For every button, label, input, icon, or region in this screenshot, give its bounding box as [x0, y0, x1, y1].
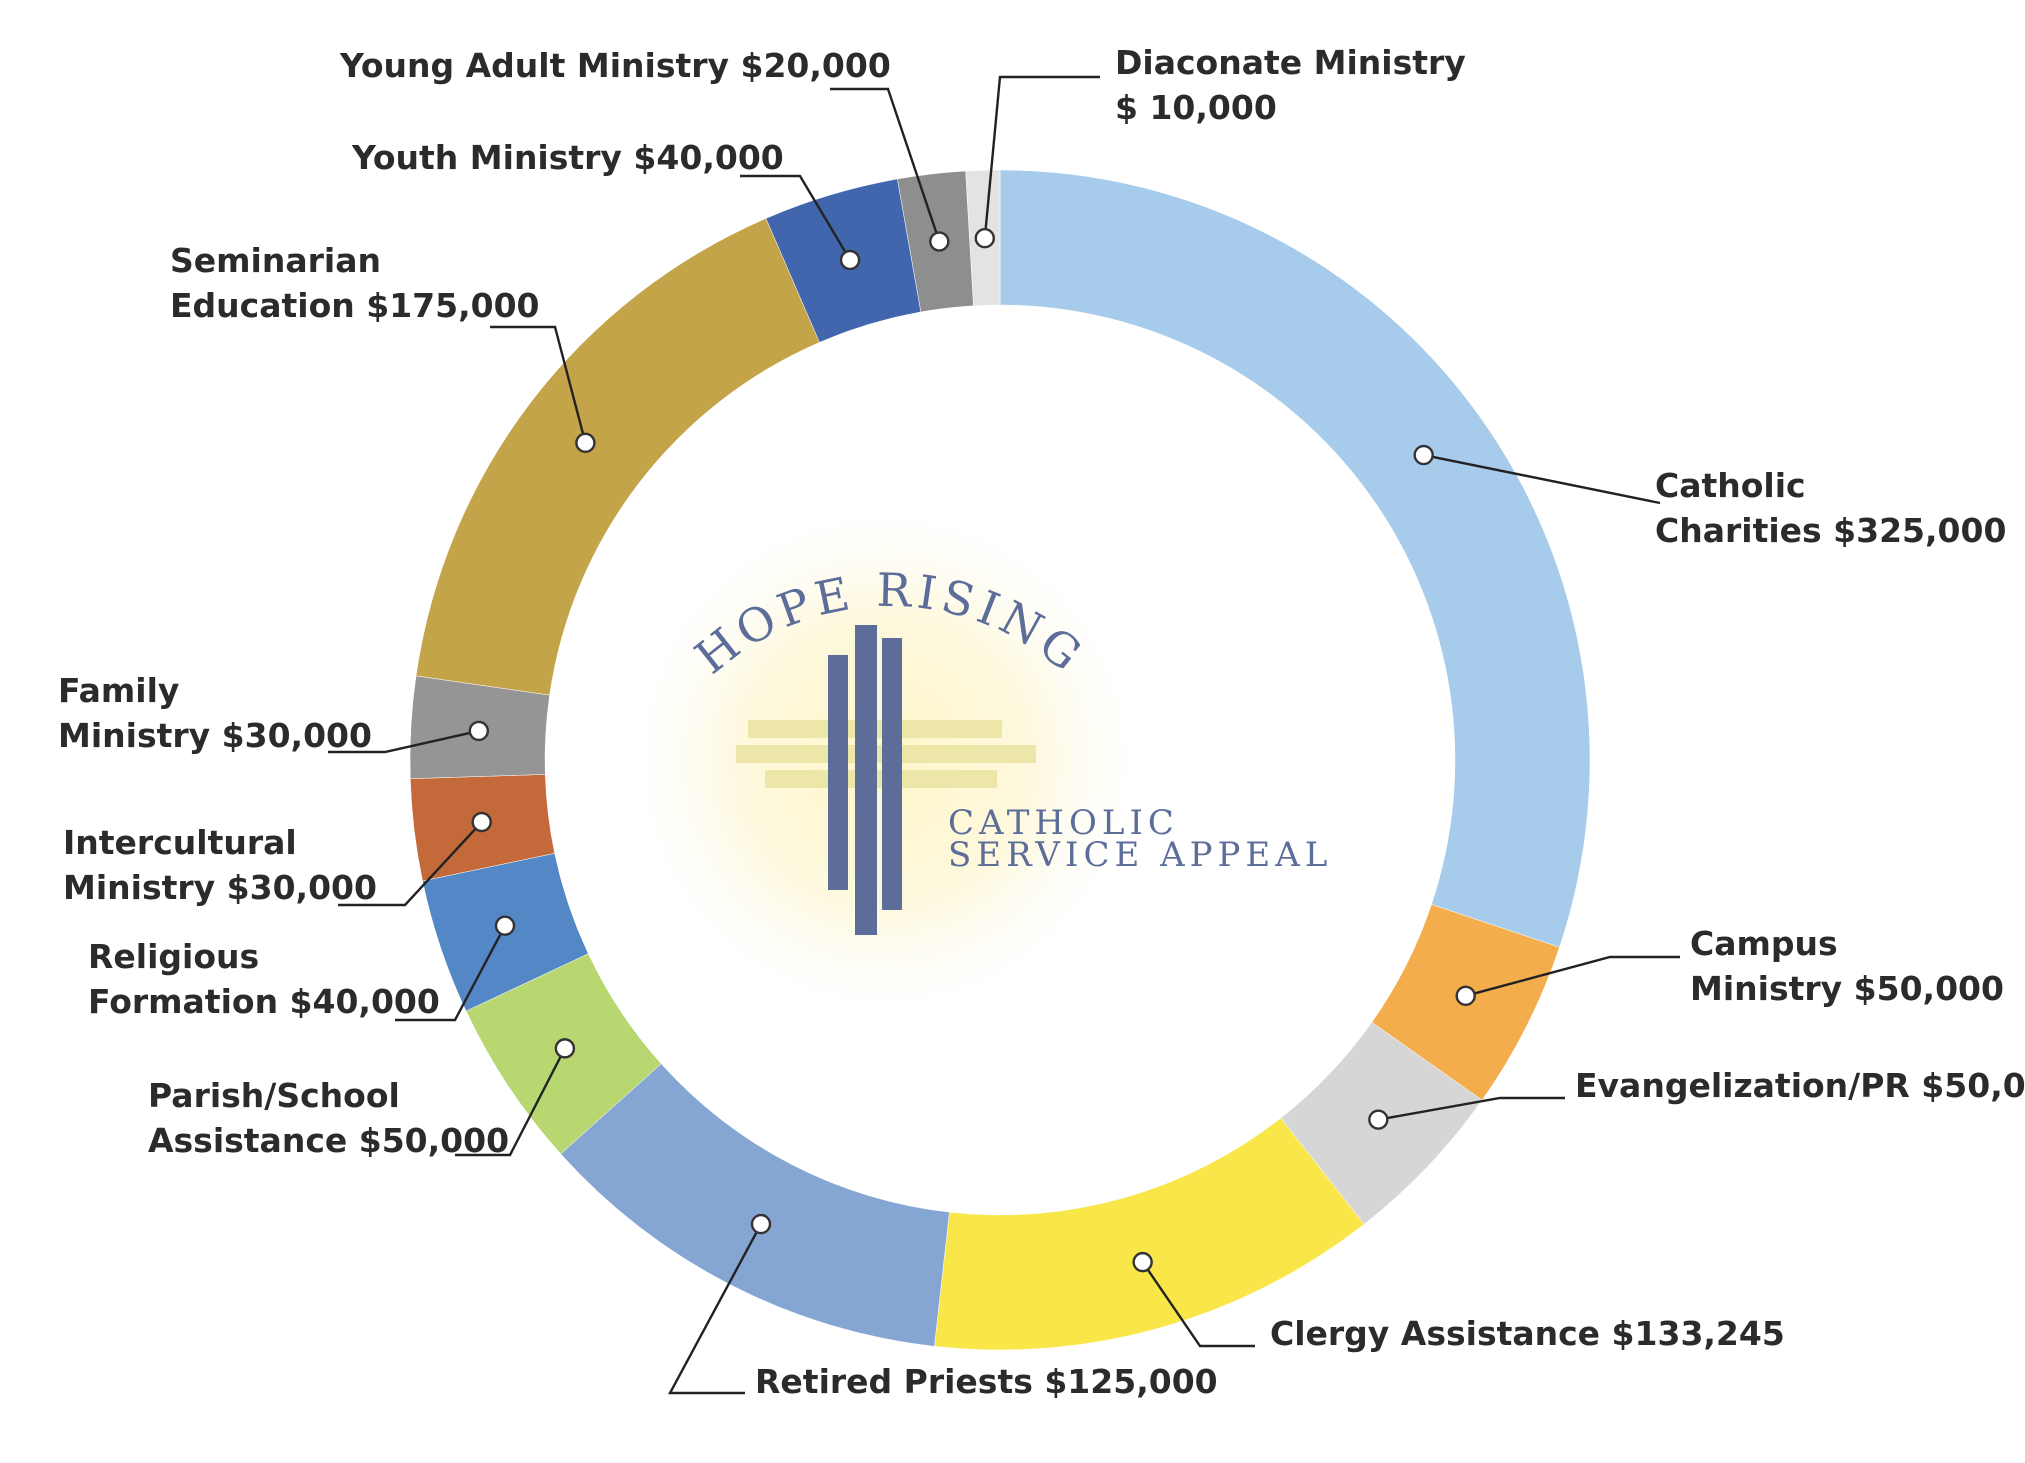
label-evangelization-pr: Evangelization/PR $50,000 — [1575, 1066, 2025, 1105]
label-seminarian-education: Seminarian Education $175,000 — [170, 241, 540, 325]
leader-evangelization-pr — [1378, 1096, 1565, 1121]
leader-family-ministry — [328, 729, 480, 754]
label-line: Formation $40,000 — [88, 982, 440, 1021]
hope-rising-logo: HOPE RISING CATHOLIC SERVICE APPEAL — [615, 490, 1332, 1030]
logo-line1: CATHOLIC — [948, 803, 1179, 843]
label-line: Charities $325,000 — [1655, 511, 2006, 550]
leader-seminarian-education — [490, 325, 587, 444]
marker-young-adult-ministry — [929, 231, 950, 252]
marker-youth-ministry — [839, 249, 861, 271]
leader-parish-school-assistance — [455, 1047, 566, 1157]
label-intercultural-ministry: Intercultural Ministry $30,000 — [63, 823, 377, 907]
leader-catholic-charities — [1423, 453, 1661, 505]
label-line: Diaconate Ministry — [1115, 43, 1466, 82]
cross-icon — [736, 625, 1036, 935]
label-line: Catholic — [1655, 466, 1806, 505]
marker-evangelization-pr — [1368, 1109, 1389, 1130]
label-diaconate-ministry: Diaconate Ministry $ 10,000 — [1115, 43, 1466, 127]
label-line: Ministry $50,000 — [1690, 969, 2004, 1008]
marker-seminarian-education — [575, 432, 596, 454]
label-line: Religious — [88, 937, 259, 976]
label-line: Clergy Assistance $133,245 — [1270, 1314, 1785, 1353]
label-religious-formation: Religious Formation $40,000 — [88, 937, 440, 1021]
label-line: Ministry $30,000 — [63, 868, 377, 907]
label-line: $ 10,000 — [1115, 88, 1277, 127]
leader-lines — [328, 75, 1680, 1395]
marker-religious-formation — [494, 915, 516, 936]
leader-youth-ministry — [740, 174, 852, 261]
label-line: Family — [58, 671, 179, 710]
label-line: Intercultural — [63, 823, 297, 862]
label-youth-ministry: Youth Ministry $40,000 — [351, 138, 784, 177]
label-line: Young Adult Ministry $20,000 — [339, 46, 891, 85]
label-line: Retired Priests $125,000 — [755, 1362, 1218, 1401]
segment-labels: Catholic Charities $325,000 Campus Ministry… — [58, 43, 2025, 1401]
label-line: Youth Ministry $40,000 — [351, 138, 784, 177]
label-line: Education $175,000 — [170, 286, 540, 325]
label-line: Ministry $30,000 — [58, 716, 372, 755]
label-parish-school-assistance: Parish/School Assistance $50,000 — [148, 1076, 509, 1160]
label-clergy-assistance: Clergy Assistance $133,245 — [1270, 1314, 1785, 1353]
marker-family-ministry — [468, 720, 490, 742]
label-line: Seminarian — [170, 241, 381, 280]
label-line: Parish/School — [148, 1076, 400, 1115]
label-family-ministry: Family Ministry $30,000 — [58, 671, 372, 755]
marker-catholic-charities — [1413, 444, 1434, 466]
leader-campus-ministry — [1465, 955, 1680, 997]
segment-retired-priests — [560, 1063, 950, 1347]
label-line: Assistance $50,000 — [148, 1121, 509, 1160]
label-line: Campus — [1690, 924, 1838, 963]
leader-intercultural-ministry — [338, 821, 483, 907]
leader-retired-priests — [667, 1223, 763, 1395]
marker-parish-school-assistance — [554, 1038, 576, 1059]
marker-retired-priests — [750, 1213, 772, 1235]
leader-diaconate-ministry — [983, 75, 1100, 239]
marker-clergy-assistance — [1132, 1251, 1153, 1273]
label-retired-priests: Retired Priests $125,000 — [755, 1362, 1218, 1401]
label-line: Evangelization/PR $50,000 — [1575, 1066, 2025, 1105]
label-campus-ministry: Campus Ministry $50,000 — [1690, 924, 2004, 1008]
label-catholic-charities: Catholic Charities $325,000 — [1655, 466, 2006, 550]
leader-religious-formation — [395, 925, 507, 1022]
marker-intercultural-ministry — [471, 811, 492, 833]
label-young-adult-ministry: Young Adult Ministry $20,000 — [339, 46, 891, 85]
leader-clergy-assistance — [1141, 1261, 1255, 1348]
leader-young-adult-ministry — [830, 87, 941, 242]
marker-campus-ministry — [1455, 985, 1476, 1007]
marker-diaconate-ministry — [974, 228, 995, 249]
logo-line2: SERVICE APPEAL — [948, 835, 1332, 875]
